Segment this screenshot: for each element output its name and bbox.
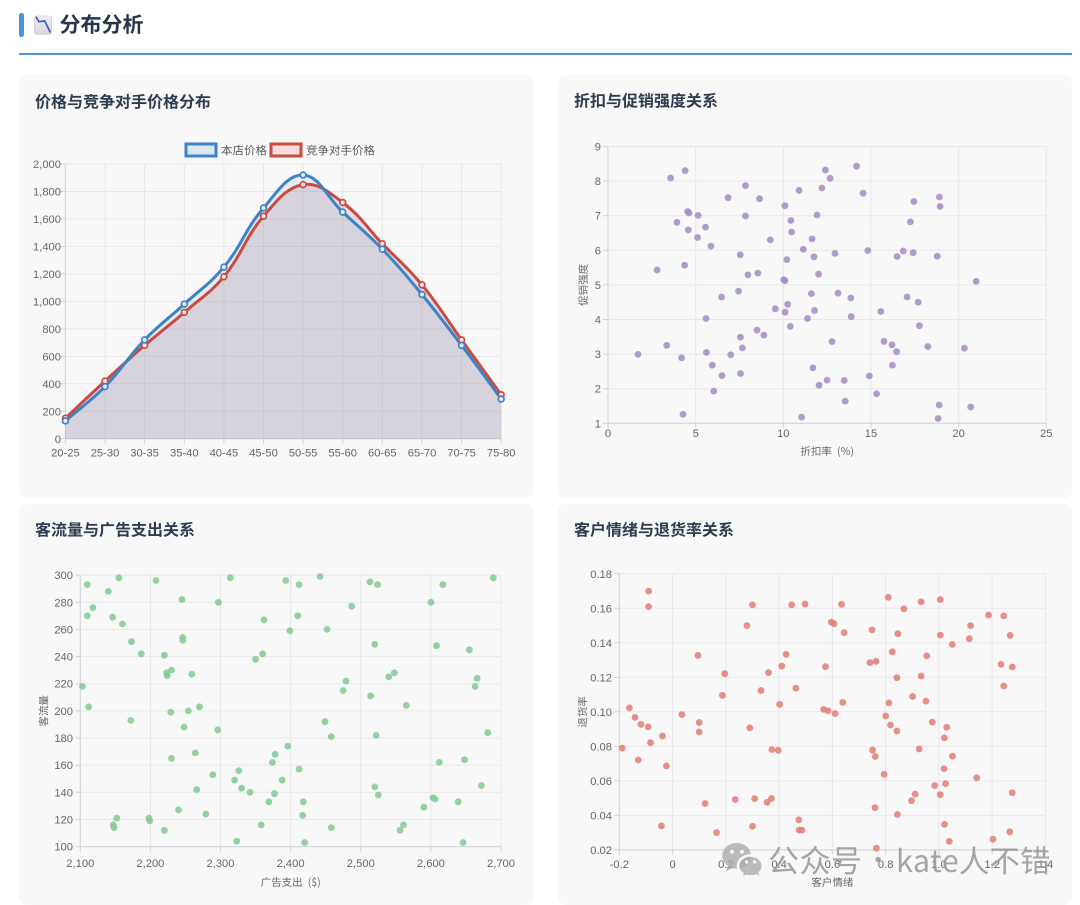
svg-text:0.10: 0.10: [590, 706, 612, 718]
svg-text:9: 9: [595, 142, 601, 154]
svg-text:0.02: 0.02: [590, 844, 612, 856]
svg-text:140: 140: [54, 787, 73, 799]
svg-text:220: 220: [54, 678, 73, 690]
svg-text:55-60: 55-60: [328, 448, 357, 460]
svg-text:0.08: 0.08: [590, 741, 612, 753]
svg-text:200: 200: [54, 705, 73, 717]
svg-text:2,400: 2,400: [277, 858, 305, 870]
svg-text:3: 3: [595, 349, 601, 361]
svg-text:200: 200: [42, 406, 61, 418]
svg-text:2: 2: [595, 384, 601, 396]
svg-text:0.06: 0.06: [590, 775, 612, 787]
svg-text:0.16: 0.16: [590, 603, 612, 615]
svg-text:8: 8: [595, 176, 601, 188]
svg-text:4: 4: [595, 315, 601, 327]
svg-text:35-40: 35-40: [170, 448, 199, 460]
svg-text:1,000: 1,000: [33, 296, 61, 308]
svg-text:2,600: 2,600: [417, 858, 445, 870]
svg-text:5: 5: [693, 428, 699, 440]
svg-text:20: 20: [952, 428, 964, 440]
svg-text:10: 10: [777, 428, 789, 440]
svg-text:0: 0: [55, 434, 61, 446]
svg-text:6: 6: [595, 245, 601, 257]
svg-text:25-30: 25-30: [91, 448, 120, 460]
svg-text:180: 180: [54, 733, 73, 745]
svg-text:240: 240: [54, 651, 73, 663]
svg-text:1: 1: [595, 418, 601, 430]
svg-text:0.6: 0.6: [825, 859, 841, 871]
svg-text:400: 400: [42, 379, 61, 391]
svg-text:2,300: 2,300: [207, 858, 235, 870]
svg-text:45-50: 45-50: [249, 448, 278, 460]
svg-text:20-25: 20-25: [51, 448, 80, 460]
svg-text:1,600: 1,600: [33, 214, 61, 226]
svg-text:30-35: 30-35: [130, 448, 159, 460]
svg-text:0.12: 0.12: [590, 672, 612, 684]
svg-text:280: 280: [54, 597, 73, 609]
svg-text:7: 7: [595, 211, 601, 223]
svg-text:0: 0: [605, 428, 611, 440]
svg-text:1,400: 1,400: [33, 241, 61, 253]
svg-text:800: 800: [42, 324, 61, 336]
svg-text:0.18: 0.18: [590, 568, 612, 580]
svg-text:25: 25: [1040, 428, 1052, 440]
svg-text:0.8: 0.8: [878, 859, 894, 871]
svg-text:1,800: 1,800: [33, 187, 61, 199]
svg-text:120: 120: [54, 814, 73, 826]
svg-text:160: 160: [54, 760, 73, 772]
svg-text:1,200: 1,200: [33, 269, 61, 281]
svg-text:600: 600: [42, 351, 61, 363]
svg-text:75-80: 75-80: [487, 448, 516, 460]
svg-text:100: 100: [54, 841, 73, 853]
svg-text:0.04: 0.04: [590, 810, 612, 822]
svg-text:300: 300: [54, 570, 73, 582]
svg-text:2,500: 2,500: [347, 858, 375, 870]
svg-text:60-65: 60-65: [368, 448, 397, 460]
svg-text:2,700: 2,700: [487, 858, 515, 870]
svg-text:2,100: 2,100: [66, 858, 94, 870]
svg-text:65-70: 65-70: [408, 448, 437, 460]
svg-text:-0.2: -0.2: [610, 859, 629, 871]
svg-text:2,000: 2,000: [33, 159, 61, 171]
svg-text:0.14: 0.14: [590, 637, 612, 649]
svg-text:15: 15: [865, 428, 877, 440]
svg-text:5: 5: [595, 280, 601, 292]
svg-text:50-55: 50-55: [289, 448, 318, 460]
svg-text:0: 0: [669, 859, 675, 871]
svg-text:260: 260: [54, 624, 73, 636]
svg-text:70-75: 70-75: [447, 448, 476, 460]
svg-text:40-45: 40-45: [210, 448, 239, 460]
svg-text:2,200: 2,200: [136, 858, 164, 870]
